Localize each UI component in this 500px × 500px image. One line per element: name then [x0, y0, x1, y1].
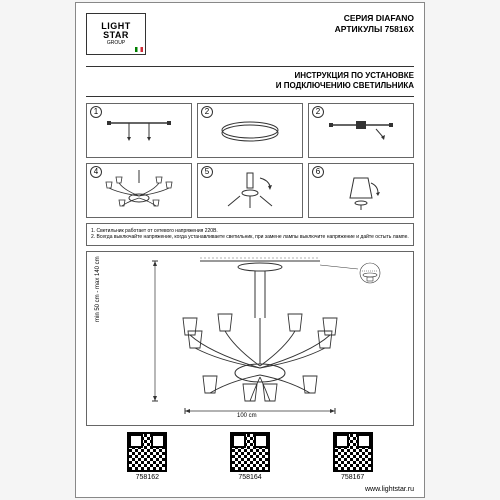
assembly-diagram-icon	[220, 168, 280, 213]
qr-item: 758167	[311, 432, 394, 481]
website-url: www.lightstar.ru	[365, 486, 414, 493]
step-number: 6	[312, 166, 324, 178]
step-1: 1	[86, 103, 192, 158]
width-dimension: 100 cm	[237, 413, 257, 419]
step-2: 2	[197, 103, 303, 158]
instruction-page: LIGHT STAR GROUP СЕРИЯ DIAFANO АРТИКУЛЫ …	[75, 2, 425, 498]
subtitle-line2: И ПОДКЛЮЧЕНИЮ СВЕТИЛЬНИКА	[86, 81, 414, 91]
qr-label: 758164	[209, 474, 292, 481]
step-4: 4	[86, 163, 192, 218]
chandelier-icon	[94, 168, 184, 213]
notes-box: 1. Светильник работает от сетевого напря…	[86, 223, 414, 246]
mount-diagram-icon	[321, 115, 401, 145]
divider	[86, 96, 414, 97]
step-number: 1	[90, 106, 102, 118]
title-block: СЕРИЯ DIAFANO АРТИКУЛЫ 75816X	[335, 13, 414, 35]
step-6: 6	[308, 163, 414, 218]
step-number: 5	[201, 166, 213, 178]
qr-code-icon	[127, 432, 167, 472]
bracket-diagram-icon	[99, 115, 179, 145]
qr-row: 758162 758164 758167	[86, 432, 414, 481]
step-number: 2	[312, 106, 324, 118]
steps-grid: 1 2 2	[86, 103, 414, 218]
step-3: 2	[308, 103, 414, 158]
subtitle: ИНСТРУКЦИЯ ПО УСТАНОВКЕ И ПОДКЛЮЧЕНИЮ СВ…	[86, 71, 414, 92]
qr-code-icon	[333, 432, 373, 472]
logo-sub: GROUP	[107, 41, 125, 46]
logo: LIGHT STAR GROUP	[86, 13, 146, 55]
qr-item: 758162	[106, 432, 189, 481]
note-2: 2. Всегда выключайте напряжение, когда у…	[91, 234, 409, 241]
canopy-diagram-icon	[215, 118, 285, 143]
chandelier-dimensions-icon	[100, 253, 400, 423]
subtitle-line1: ИНСТРУКЦИЯ ПО УСТАНОВКЕ	[86, 71, 414, 81]
logo-line2: STAR	[103, 31, 129, 40]
step-5: 5	[197, 163, 303, 218]
header: LIGHT STAR GROUP СЕРИЯ DIAFANO АРТИКУЛЫ …	[86, 13, 414, 63]
series-label: СЕРИЯ DIAFANO	[335, 13, 414, 24]
qr-item: 758164	[209, 432, 292, 481]
qr-code-icon	[230, 432, 270, 472]
main-diagram: 100 cm min 50 cm - max 140 cm	[86, 251, 414, 426]
height-dimension: min 50 cm - max 140 cm	[95, 256, 101, 322]
step-number: 2	[201, 106, 213, 118]
step-number: 4	[90, 166, 102, 178]
divider	[86, 66, 414, 67]
articles-label: АРТИКУЛЫ 75816X	[335, 24, 414, 35]
qr-label: 758167	[311, 474, 394, 481]
qr-label: 758162	[106, 474, 189, 481]
italy-flag-icon	[135, 47, 143, 52]
shade-diagram-icon	[336, 168, 386, 213]
